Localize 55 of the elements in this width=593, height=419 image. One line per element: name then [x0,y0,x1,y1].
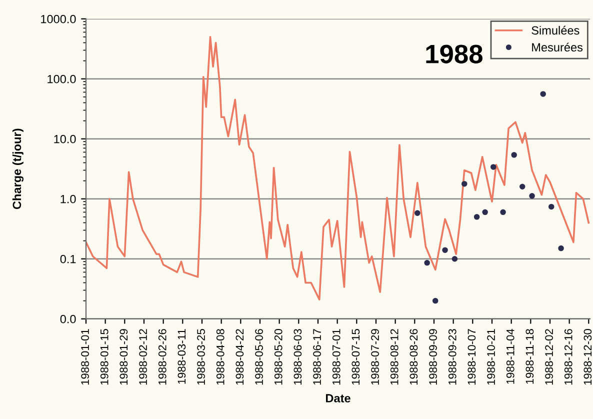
text: 1988 [426,44,482,64]
x-tick-label: 1988-05-20 [274,329,282,385]
x-tick-label: 1988-07-15 [352,329,360,385]
point [511,152,517,158]
x-axis-title: Date [326,394,350,402]
point [519,184,526,190]
y-tick-label: 0.1 [60,254,76,264]
point [500,209,506,216]
point [461,180,468,187]
x-tick-label: 1988-01-01 [81,329,89,385]
x-tick-label: 1988-10-07 [468,329,476,385]
x-tick-label: 1988-11-04 [506,328,514,384]
x-tick-label: 1988-11-18 [526,329,534,384]
x-tick-label: 1988-07-01 [332,329,340,385]
x-tick-label: 1988-06-17 [313,329,321,385]
x-tick-label: 1988-07-29 [371,329,379,385]
y-tick-label: 100.0 [48,74,76,84]
point [540,91,546,97]
x-tick-label: 1988-03-11 [178,329,186,384]
point [529,193,535,199]
line-series [86,36,590,300]
y-tick-label: 10.0 [54,134,76,144]
point [442,247,448,253]
point [414,210,420,216]
x-tick-label: 1988-09-09 [429,329,437,385]
legend-label: Simulées [532,26,580,35]
y-tick-label: 1000.0 [41,14,76,24]
point [452,256,458,262]
x-tick-label: 1988-09-23 [448,329,456,385]
y-tick-label: 1.0 [60,194,76,204]
x-tick-label: 1988-03-25 [197,329,205,385]
x-tick-label: 1988-10-21 [487,329,495,385]
legend-label: Mesurées [532,42,583,52]
point [490,164,496,170]
x-tick-label: 1988-04-22 [236,329,244,385]
point [474,214,480,220]
x-tick-label: 1988-01-15 [100,329,108,385]
x-tick-label: 1988-06-03 [294,329,302,385]
y-axis-title: Charge (t/jour) [12,128,24,210]
x-tick-label: 1988-12-02 [545,329,553,385]
x-tick-label: 1988-12-16 [564,329,572,385]
y-tick-label: 0.0 [60,314,76,324]
point [432,298,438,304]
x-tick-label: 1988-01-29 [120,329,128,385]
x-tick-label: 1988-08-26 [410,329,418,385]
x-tick-label: 1988-05-06 [255,329,263,385]
point [482,209,488,216]
x-tick-label: 1988-08-12 [390,329,398,385]
x-tick-label: 1988-02-12 [139,329,147,385]
point [558,245,564,252]
x-tick-label: 1988-12-30 [584,329,592,385]
x-tick-label: 1988-04-08 [216,329,224,385]
x-tick-label: 1988-02-26 [158,329,166,385]
point [424,260,430,266]
point [548,204,554,210]
